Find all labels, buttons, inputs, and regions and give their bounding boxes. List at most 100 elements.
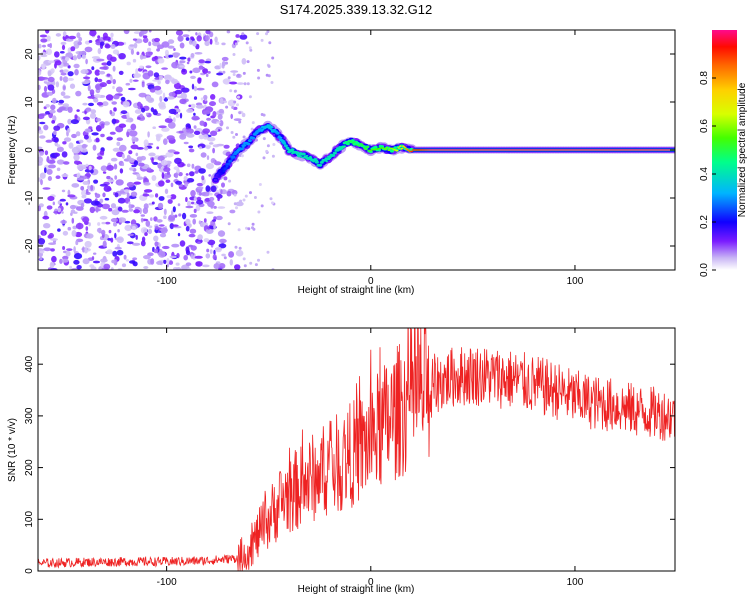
noise-blob: [42, 187, 51, 190]
noise-blob: [226, 30, 231, 34]
noise-blob: [145, 65, 152, 69]
noise-blob: [212, 147, 216, 154]
noise-blob: [130, 123, 137, 131]
noise-blob: [192, 67, 201, 74]
noise-blob: [160, 227, 168, 234]
ridge-cell: [295, 153, 299, 155]
noise-blob: [260, 113, 264, 116]
noise-blob: [152, 161, 159, 165]
ridge-cell: [314, 160, 319, 164]
noise-blob: [39, 121, 46, 125]
noise-blob: [132, 79, 139, 82]
noise-blob: [103, 121, 111, 126]
noise-blob: [190, 245, 197, 251]
noise-blob: [84, 247, 88, 254]
noise-blob: [226, 190, 232, 197]
noise-blob: [139, 54, 144, 60]
snr-xtick-label: 100: [567, 577, 584, 588]
noise-blob: [112, 250, 118, 257]
noise-blob: [42, 231, 46, 236]
noise-blob: [124, 220, 131, 224]
noise-blob: [54, 51, 60, 58]
noise-blob: [66, 248, 73, 252]
ridge-cell: [242, 146, 245, 149]
noise-blob: [155, 225, 159, 231]
noise-blob: [53, 130, 57, 136]
ridge-cell: [402, 145, 405, 147]
noise-blob: [137, 101, 142, 107]
ridge-cell: [309, 155, 312, 158]
noise-blob: [217, 230, 226, 237]
noise-blob: [88, 40, 93, 43]
noise-blob: [70, 46, 76, 52]
noise-blob: [225, 61, 228, 65]
noise-blob: [67, 194, 76, 198]
noise-blob: [223, 256, 227, 260]
noise-blob: [198, 59, 205, 64]
noise-blob: [76, 109, 80, 112]
noise-blob: [71, 217, 75, 224]
noise-blob: [67, 118, 72, 125]
noise-blob: [146, 167, 152, 172]
ridge-cell: [238, 147, 242, 149]
noise-blob: [138, 116, 146, 121]
noise-blob: [140, 240, 146, 247]
noise-blob: [154, 55, 158, 60]
noise-blob: [104, 43, 111, 49]
ridge-cell: [307, 157, 311, 159]
noise-blob: [210, 185, 217, 193]
noise-blob: [106, 249, 113, 255]
noise-blob: [179, 65, 186, 68]
noise-blob: [167, 199, 173, 204]
noise-blob: [48, 164, 56, 169]
noise-blob: [233, 202, 237, 206]
noise-blob: [46, 205, 53, 210]
noise-blob: [207, 71, 211, 74]
noise-blob: [130, 144, 139, 150]
noise-blob: [105, 221, 111, 225]
noise-blob: [54, 152, 60, 157]
noise-blob: [210, 130, 218, 137]
noise-blob: [212, 219, 217, 222]
noise-blob: [81, 189, 88, 197]
noise-blob: [93, 179, 99, 184]
noise-blob: [133, 160, 139, 166]
noise-blob: [191, 83, 195, 90]
noise-blob: [62, 76, 69, 83]
ridge-cell: [261, 128, 265, 131]
noise-blob: [74, 231, 83, 238]
noise-blob: [166, 135, 175, 141]
noise-blob: [45, 139, 53, 143]
noise-blob: [163, 167, 171, 173]
noise-blob: [69, 204, 77, 210]
noise-blob: [237, 95, 240, 99]
noise-blob: [47, 70, 52, 77]
noise-blob: [219, 63, 222, 69]
noise-blob: [44, 167, 47, 174]
ridge-cell: [217, 172, 221, 174]
noise-blob: [179, 112, 183, 119]
ridge-cell: [264, 126, 268, 128]
noise-blob: [203, 94, 208, 100]
noise-blob: [62, 246, 66, 250]
noise-blob: [115, 179, 124, 186]
noise-blob: [110, 157, 118, 162]
noise-blob: [126, 241, 134, 245]
noise-blob: [72, 55, 78, 61]
noise-blob: [188, 233, 196, 238]
noise-blob: [251, 222, 255, 226]
noise-blob: [121, 263, 127, 268]
noise-blob: [48, 242, 57, 245]
noise-blob: [76, 163, 85, 171]
noise-blob: [67, 189, 71, 196]
noise-blob: [181, 87, 190, 93]
snr-ytick-label: 200: [24, 459, 35, 476]
noise-blob: [166, 96, 175, 100]
noise-blob: [162, 92, 166, 99]
noise-blob: [50, 68, 55, 74]
noise-blob: [74, 160, 82, 165]
noise-blob: [106, 164, 114, 171]
noise-blob: [143, 255, 151, 260]
noise-blob: [106, 136, 113, 141]
noise-blob: [193, 130, 201, 135]
